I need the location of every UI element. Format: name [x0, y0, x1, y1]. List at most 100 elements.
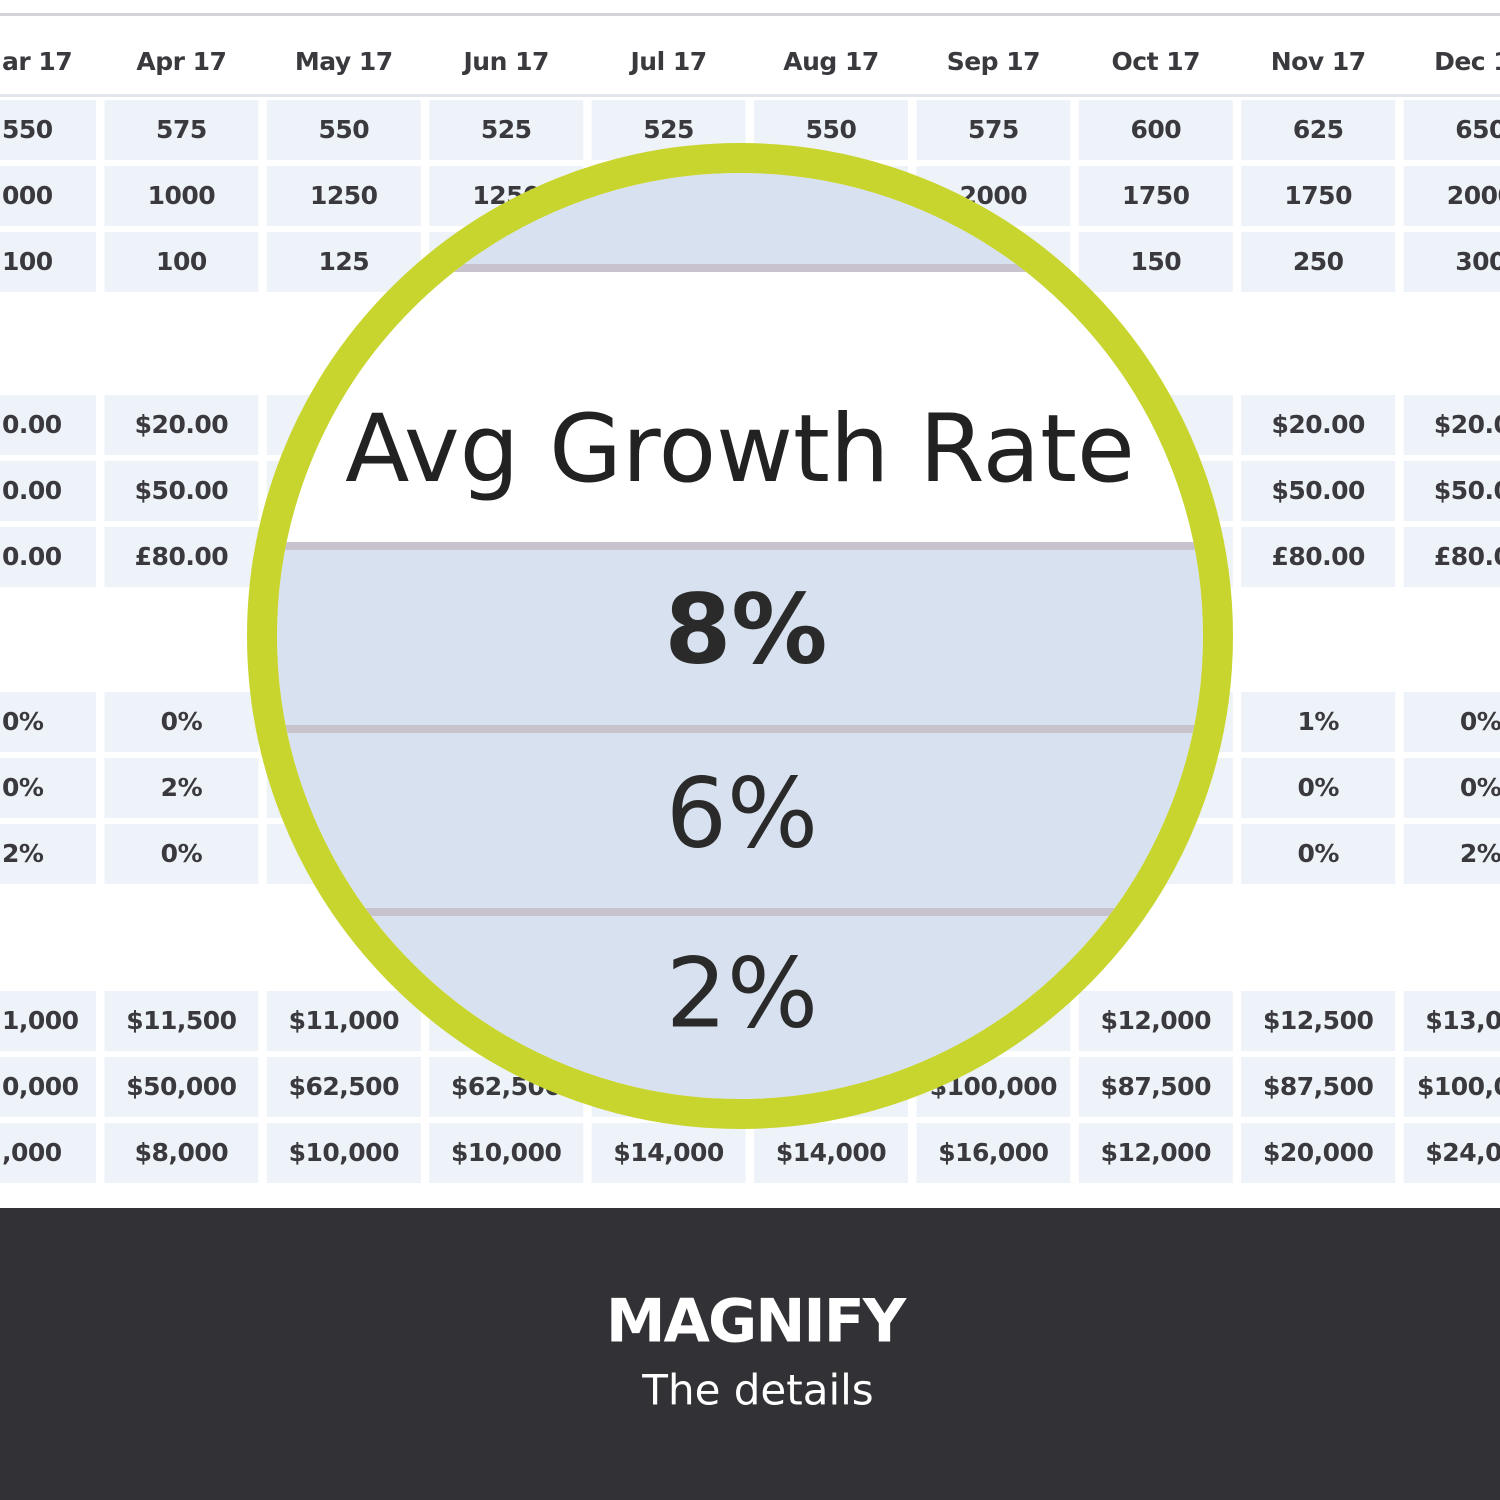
- cell: [1241, 692, 1396, 752]
- cell: [104, 1057, 259, 1117]
- magnifier: Avg Growth Rate 8% 6% 2%: [247, 143, 1233, 1129]
- column-header: Sep 17: [947, 47, 1040, 76]
- cell: [429, 100, 584, 160]
- cell: [1241, 461, 1396, 521]
- cell: [1241, 166, 1396, 226]
- cell-text: 100: [156, 247, 207, 276]
- cell-text: 1250: [310, 181, 378, 210]
- cell-text: ,000: [2, 1138, 62, 1167]
- cell: [1078, 1057, 1233, 1117]
- cell: [266, 232, 421, 292]
- cell: [1403, 824, 1500, 884]
- cell: [1241, 1057, 1396, 1117]
- cell-text: 650: [1455, 115, 1500, 144]
- cell: [0, 100, 96, 160]
- cell-text: $50.00: [1434, 476, 1500, 505]
- cell-text: 150: [1130, 247, 1181, 276]
- cell: [916, 1123, 1071, 1183]
- cell-text: 0%: [1460, 707, 1500, 736]
- cell: [591, 1123, 746, 1183]
- cell-text: $50,000: [126, 1072, 236, 1101]
- cell-text: $62,500: [289, 1072, 399, 1101]
- cell-text: $12,500: [1263, 1006, 1373, 1035]
- cell: [1403, 991, 1500, 1051]
- cell: [1403, 395, 1500, 455]
- lens-divider: [277, 725, 1203, 733]
- cell-text: 0,000: [2, 1072, 79, 1101]
- cell: [1241, 758, 1396, 818]
- cell: [1078, 232, 1233, 292]
- column-header: Dec 17: [1434, 47, 1500, 76]
- cell: [754, 1123, 908, 1183]
- cell: [916, 100, 1071, 160]
- column-header: Nov 17: [1271, 47, 1366, 76]
- cell: [1403, 527, 1500, 587]
- lens-value: 2%: [666, 937, 818, 1049]
- cell-text: £80.00: [1434, 542, 1500, 571]
- cell-text: $10,000: [289, 1138, 399, 1167]
- column-header: Jun 17: [461, 47, 548, 76]
- cell-text: 625: [1293, 115, 1344, 144]
- cell-text: 1,000: [2, 1006, 79, 1035]
- cell: [0, 991, 96, 1051]
- lens-value: 6%: [666, 757, 818, 869]
- column-header: Oct 17: [1112, 47, 1201, 76]
- lens-ring: [247, 143, 1233, 1129]
- cell: [0, 527, 96, 587]
- cell-text: $24,000: [1425, 1138, 1500, 1167]
- cell: [1403, 166, 1500, 226]
- cell-text: $20.00: [1434, 410, 1500, 439]
- cell-text: 575: [156, 115, 207, 144]
- cell-text: 0%: [1297, 839, 1339, 868]
- cell-text: 100: [2, 247, 53, 276]
- cell: [0, 395, 96, 455]
- lens-divider: [277, 908, 1203, 916]
- cell: [1241, 1123, 1396, 1183]
- cell-text: $12,000: [1101, 1138, 1211, 1167]
- cell-text: $13,000: [1425, 1006, 1500, 1035]
- cell-text: $20.00: [1271, 410, 1365, 439]
- cell-text: 250: [1293, 247, 1344, 276]
- cell-text: 2%: [2, 839, 44, 868]
- cell-text: 0%: [161, 707, 203, 736]
- cell: [104, 527, 259, 587]
- cell-text: 1000: [148, 181, 216, 210]
- cell: [1241, 232, 1396, 292]
- cell: [1241, 527, 1396, 587]
- footer-subtitle: The details: [641, 1366, 873, 1415]
- cell-text: $16,000: [938, 1138, 1048, 1167]
- cell-text: $12,000: [1101, 1006, 1211, 1035]
- cell-text: 575: [968, 115, 1019, 144]
- cell: [1078, 1123, 1233, 1183]
- cell: [266, 1123, 421, 1183]
- cell-text: 1750: [1122, 181, 1190, 210]
- cell-text: 2000: [1447, 181, 1500, 210]
- cell: [104, 395, 259, 455]
- cell: [1403, 692, 1500, 752]
- cell: [1403, 100, 1500, 160]
- cell-text: 000: [2, 181, 53, 210]
- cell: [1403, 758, 1500, 818]
- cell: [104, 232, 259, 292]
- cell: [266, 991, 421, 1051]
- cell-text: 0%: [1460, 773, 1500, 802]
- cell-text: $10,000: [451, 1138, 561, 1167]
- cell: [104, 692, 259, 752]
- cell-text: 550: [318, 115, 369, 144]
- cell-text: 1%: [1297, 707, 1339, 736]
- cell-text: $50.00: [1271, 476, 1365, 505]
- cell-text: 525: [643, 115, 694, 144]
- cell: [0, 461, 96, 521]
- cell: [104, 758, 259, 818]
- cell: [0, 166, 96, 226]
- lens-divider: [277, 264, 1203, 272]
- cell-text: $8,000: [135, 1138, 229, 1167]
- lens-value: 8%: [665, 573, 828, 685]
- cell: [1241, 395, 1396, 455]
- cell: [1078, 991, 1233, 1051]
- cell: [0, 1123, 96, 1183]
- cell-text: 0%: [161, 839, 203, 868]
- cell: [266, 100, 421, 160]
- cell: [1241, 824, 1396, 884]
